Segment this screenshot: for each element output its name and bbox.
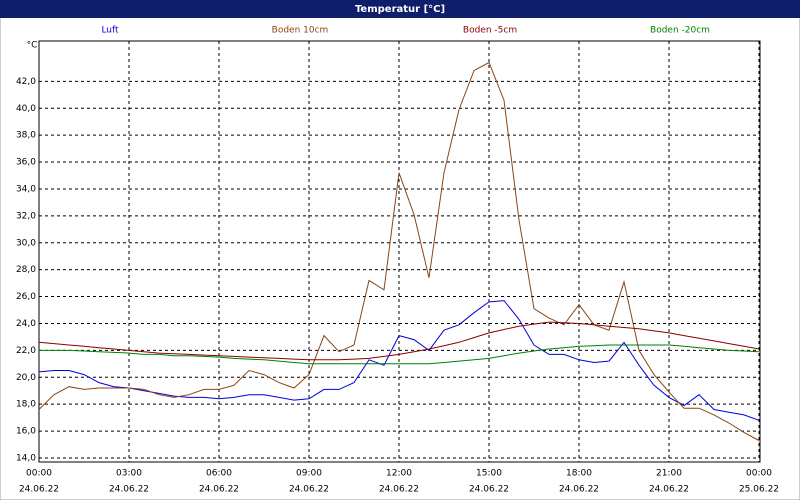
x-tick-label: 21:00 bbox=[656, 469, 682, 479]
y-tick-label: 32,0 bbox=[16, 211, 36, 221]
x-tick-label: 18:00 bbox=[566, 469, 592, 479]
series-line bbox=[38, 300, 760, 421]
y-tick-label: 40,0 bbox=[16, 104, 36, 114]
y-tick-label: 14,0 bbox=[16, 453, 36, 463]
x-tick-date: 24.06.22 bbox=[19, 485, 59, 495]
series-line bbox=[38, 61, 760, 441]
legend-entry: Luft bbox=[101, 26, 119, 36]
x-tick-date: 24.06.22 bbox=[469, 485, 509, 495]
chart-title: Temperatur [°C] bbox=[355, 4, 445, 15]
x-tick-label: 09:00 bbox=[296, 469, 322, 479]
y-tick-label: 30,0 bbox=[16, 238, 36, 248]
legend-entry: Boden -20cm bbox=[650, 26, 710, 36]
series-line bbox=[38, 321, 760, 361]
x-tick-date: 24.06.22 bbox=[379, 485, 419, 495]
y-tick-label: 34,0 bbox=[16, 184, 36, 194]
x-tick-date: 24.06.22 bbox=[109, 485, 149, 495]
x-tick-date: 24.06.22 bbox=[559, 485, 599, 495]
x-tick-label: 03:00 bbox=[116, 469, 142, 479]
y-tick-label: 28,0 bbox=[16, 265, 36, 275]
y-tick-label: 22,0 bbox=[16, 346, 36, 356]
x-tick-label: 15:00 bbox=[476, 469, 502, 479]
x-tick-label: 00:00 bbox=[26, 469, 52, 479]
x-tick-date: 24.06.22 bbox=[649, 485, 689, 495]
title-bar bbox=[0, 0, 800, 18]
y-tick-label: 16,0 bbox=[16, 427, 36, 437]
y-tick-label: 24,0 bbox=[16, 319, 36, 329]
series-line bbox=[39, 344, 760, 365]
y-tick-label: 18,0 bbox=[16, 400, 36, 410]
y-tick-label: 38,0 bbox=[16, 131, 36, 141]
y-axis-label: °C bbox=[27, 41, 38, 51]
x-tick-label: 00:00 bbox=[746, 469, 772, 479]
y-tick-label: 26,0 bbox=[16, 292, 36, 302]
legend-entry: Boden 10cm bbox=[272, 26, 329, 36]
y-tick-label: 42,0 bbox=[16, 77, 36, 87]
x-tick-date: 25.06.22 bbox=[739, 485, 779, 495]
x-tick-date: 24.06.22 bbox=[289, 485, 329, 495]
y-tick-label: 20,0 bbox=[16, 373, 36, 383]
x-tick-date: 24.06.22 bbox=[199, 485, 239, 495]
y-tick-label: 36,0 bbox=[16, 158, 36, 168]
legend-entry: Boden -5cm bbox=[463, 26, 517, 36]
x-tick-label: 06:00 bbox=[206, 469, 232, 479]
x-tick-label: 12:00 bbox=[386, 469, 412, 479]
